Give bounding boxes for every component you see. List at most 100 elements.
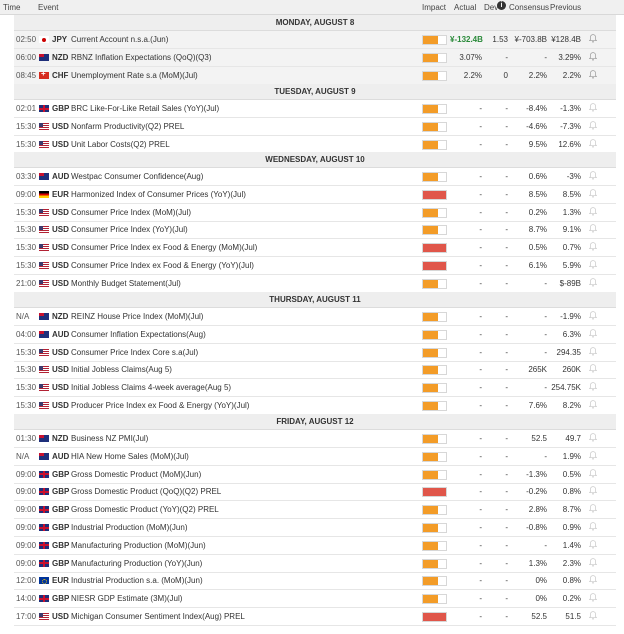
event-name[interactable]: Industrial Production (MoM)(Jun) [71,523,188,532]
event-row[interactable]: 03:30 AUD Westpac Consumer Confidence(Aug)… [14,168,616,186]
bell-icon[interactable] [588,400,598,409]
event-name[interactable]: Consumer Price Index ex Food & Energy (M… [71,243,258,253]
event-row[interactable]: 21:00 USD Monthly Budget Statement(Jul) - - -… [14,275,616,293]
event-row[interactable]: 02:01 GBP BRC Like-For-Like Retail Sales (… [14,100,616,118]
event-row[interactable]: 04:00 AUD Consumer Inflation Expectations(… [14,326,616,344]
event-row[interactable]: 09:00 GBP Industrial Production (MoM)(Jun)… [14,519,616,537]
bell-icon[interactable] [588,224,598,233]
event-row[interactable]: 15:30 USD Initial Jobless Claims(Aug 5) - - 2… [14,361,616,380]
event-row[interactable]: 06:00 NZD RBNZ Inflation Expectations (QoQ… [14,48,616,67]
event-row[interactable]: N/A NZD REINZ House Price Index (MoM)(Jul)… [14,308,616,326]
event-name[interactable]: Initial Jobless Claims 4-week average(Au… [71,383,232,393]
bell-icon[interactable] [588,504,598,513]
bell-icon[interactable] [588,206,598,216]
bell-icon[interactable] [588,468,598,478]
bell-icon[interactable] [588,486,598,495]
event-row[interactable]: 15:30 USD Consumer Price Index Core s.a(Ju… [14,344,616,362]
event-row[interactable]: 15:30 USD Nonfarm Productivity(Q2) PREL - - -… [14,118,616,136]
event-row[interactable]: 09:00 GBP Manufacturing Production (MoM)(J… [14,537,616,555]
event-row[interactable]: 15:30 USD Consumer Price Index (YoY)(Jul) -… [14,221,616,240]
event-name[interactable]: RBNZ Inflation Expectations (QoQ)(Q3) [71,52,212,62]
event-name[interactable]: Unemployment Rate s.a (MoM)(Jul) [71,70,198,80]
bell-icon[interactable] [588,522,598,531]
event-row[interactable]: 15:30 USD Producer Price Index ex Food & E… [14,397,616,415]
event-row[interactable]: 09:00 GBP Gross Domestic Product (QoQ)(Q2)… [14,483,616,502]
event-name[interactable]: Consumer Inflation Expectations(Aug) [71,329,206,339]
impact-bar [423,279,439,288]
bell-icon[interactable] [588,593,598,602]
header-consensus[interactable]: Consensus [509,3,550,12]
event-name[interactable]: Current Account n.s.a.(Jun) [71,35,169,44]
bell-icon[interactable] [588,346,598,356]
header-dev[interactable]: Dev [484,3,499,12]
bell-icon[interactable] [588,189,598,198]
event-name[interactable]: Gross Domestic Product (MoM)(Jun) [71,469,202,479]
bell-icon[interactable] [588,171,598,180]
event-name[interactable]: Consumer Price Index (MoM)(Jul) [71,207,192,217]
event-name[interactable]: REINZ House Price Index (MoM)(Jul) [71,312,204,321]
event-name[interactable]: Consumer Price Index ex Food & Energy (Y… [71,261,254,270]
event-row[interactable]: 09:00 GBP Gross Domestic Product (MoM)(Jun… [14,466,616,484]
event-name[interactable]: Harmonized Index of Consumer Prices (YoY… [71,189,246,199]
event-name[interactable]: HIA New Home Sales (MoM)(Jul) [71,451,189,461]
event-row[interactable]: N/A AUD HIA New Home Sales (MoM)(Jul) - - - 1.… [14,448,616,466]
event-name[interactable]: Consumer Price Index (YoY)(Jul) [71,225,188,235]
event-name[interactable]: Business NZ PMI(Jul) [71,434,149,443]
bell-icon[interactable] [588,329,598,338]
info-icon[interactable]: i [497,1,506,10]
header-impact[interactable]: Impact [422,3,447,12]
bell-icon[interactable] [588,103,598,112]
bell-icon[interactable] [588,121,598,130]
event-row[interactable]: 15:30 USD Unit Labor Costs(Q2) PREL - - 9.5% 1… [14,136,616,154]
event-name[interactable]: Michigan Consumer Sentiment Index(Aug) P… [71,612,245,621]
event-row[interactable]: 01:30 NZD Business NZ PMI(Jul) - - 52.5 49.7 [14,430,616,448]
bell-icon[interactable] [588,242,598,251]
event-name[interactable]: Nonfarm Productivity(Q2) PREL [71,121,185,131]
bell-icon[interactable] [588,260,598,269]
bell-icon[interactable] [588,364,598,373]
bell-icon[interactable] [588,557,598,567]
event-name[interactable]: Monthly Budget Statement(Jul) [71,278,181,288]
event-row[interactable]: 09:00 GBP Gross Domestic Product (YoY)(Q2)… [14,501,616,520]
event-row[interactable]: 15:30 USD Consumer Price Index (MoM)(Jul) -… [14,204,616,222]
event-row[interactable]: 14:00 GBP NIESR GDP Estimate (3M)(Jul) - - 0%… [14,590,616,609]
event-row[interactable]: 17:00 USD Michigan Consumer Sentiment Inde… [14,608,616,626]
event-row[interactable]: 15:30 USD Consumer Price Index ex Food & E… [14,257,616,275]
header-previous[interactable]: Previous [550,3,582,12]
bell-icon[interactable] [588,540,598,549]
bell-icon[interactable] [588,138,598,148]
bell-icon[interactable] [588,433,598,442]
header-actual[interactable]: Actual [454,3,477,12]
event-row[interactable]: 09:00 EUR Harmonized Index of Consumer Pri… [14,186,616,204]
event-row[interactable]: 15:30 USD Consumer Price Index ex Food & E… [14,239,616,258]
bell-icon[interactable] [588,382,598,391]
bell-icon[interactable] [588,52,598,61]
event-name[interactable]: BRC Like-For-Like Retail Sales (YoY)(Jul… [71,104,220,113]
header-event[interactable]: Event [38,3,59,12]
bell-icon[interactable] [588,278,598,287]
bell-icon[interactable] [588,311,598,320]
bell-icon[interactable] [588,575,598,584]
event-name[interactable]: Gross Domestic Product (YoY)(Q2) PREL [71,505,219,515]
event-name[interactable]: Consumer Price Index Core s.a(Jul) [71,347,199,357]
event-name[interactable]: Westpac Consumer Confidence(Aug) [71,172,204,181]
header-time[interactable]: Time [3,3,21,12]
event-name[interactable]: NIESR GDP Estimate (3M)(Jul) [71,594,183,604]
event-row[interactable]: 15:30 USD Initial Jobless Claims 4-week av… [14,379,616,398]
event-name[interactable]: Producer Price Index ex Food & Energy (Y… [71,401,250,410]
event-name[interactable]: Industrial Production s.a. (MoM)(Jun) [71,576,203,586]
bell-icon[interactable] [588,69,598,79]
event-row[interactable]: 09:00 GBP Manufacturing Production (YoY)(J… [14,555,616,573]
event-name[interactable]: Manufacturing Production (MoM)(Jun) [71,540,206,550]
event-row[interactable]: 02:50 JPY Current Account n.s.a.(Jun) ¥-132… [14,31,616,49]
event-name[interactable]: Initial Jobless Claims(Aug 5) [71,365,172,375]
event-row[interactable]: 12:00 EUR Industrial Production s.a. (MoM)… [14,572,616,591]
bell-icon[interactable] [588,451,598,460]
event-name[interactable]: Manufacturing Production (YoY)(Jun) [71,558,203,568]
event-time: 15:30 [16,243,37,253]
event-name[interactable]: Unit Labor Costs(Q2) PREL [71,139,170,149]
bell-icon[interactable] [588,611,598,620]
event-name[interactable]: Gross Domestic Product (QoQ)(Q2) PREL [71,487,222,497]
bell-icon[interactable] [588,34,598,43]
